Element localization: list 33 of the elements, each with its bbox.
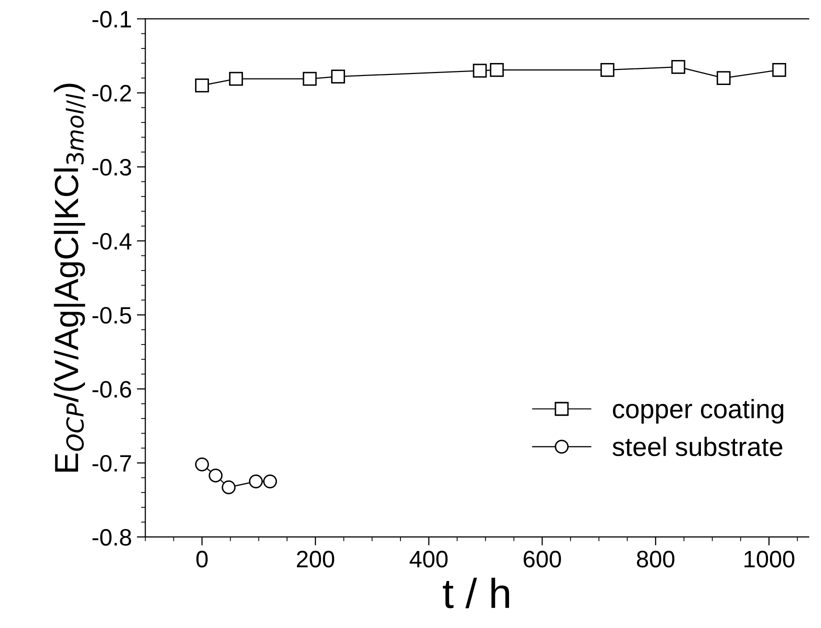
- point: [331, 70, 346, 84]
- x-tick-label: 200: [296, 550, 334, 568]
- point: [772, 62, 786, 77]
- legend-label: copper coating: [612, 398, 784, 424]
- y-tick-label: -0.2: [92, 84, 131, 102]
- point: [195, 78, 209, 92]
- y-tick-label: -0.5: [92, 306, 132, 324]
- y-tick-label: -0.8: [92, 529, 132, 546]
- y-tick-label: -0.4: [92, 232, 132, 250]
- point: [208, 468, 223, 482]
- point: [472, 64, 487, 78]
- point: [195, 457, 209, 472]
- y-axis-title: E$_{OCP}$/(V/Ag|AgCl|KCl$_{3mol/l}$): [54, 84, 86, 472]
- point: [671, 60, 686, 74]
- x-tick-label: 400: [410, 550, 448, 568]
- point: [263, 474, 277, 488]
- x-axis-title: t / h: [442, 578, 510, 608]
- x-tick-label: 600: [524, 550, 561, 568]
- point: [229, 72, 243, 86]
- y-tick-label: -0.1: [92, 10, 131, 28]
- y-tick-label: -0.3: [92, 158, 132, 176]
- point: [302, 72, 317, 86]
- y-tick-label: -0.7: [92, 454, 131, 472]
- x-tick-label: 1000: [744, 550, 794, 568]
- point: [490, 62, 504, 77]
- x-tick-label: 800: [636, 550, 674, 568]
- point: [248, 474, 263, 488]
- x-tick-label: 0: [196, 550, 208, 568]
- point: [600, 62, 614, 77]
- point: [716, 71, 731, 85]
- legend-label: steel substrate: [612, 436, 782, 456]
- point: [222, 480, 236, 494]
- y-tick-label: -0.6: [92, 380, 132, 398]
